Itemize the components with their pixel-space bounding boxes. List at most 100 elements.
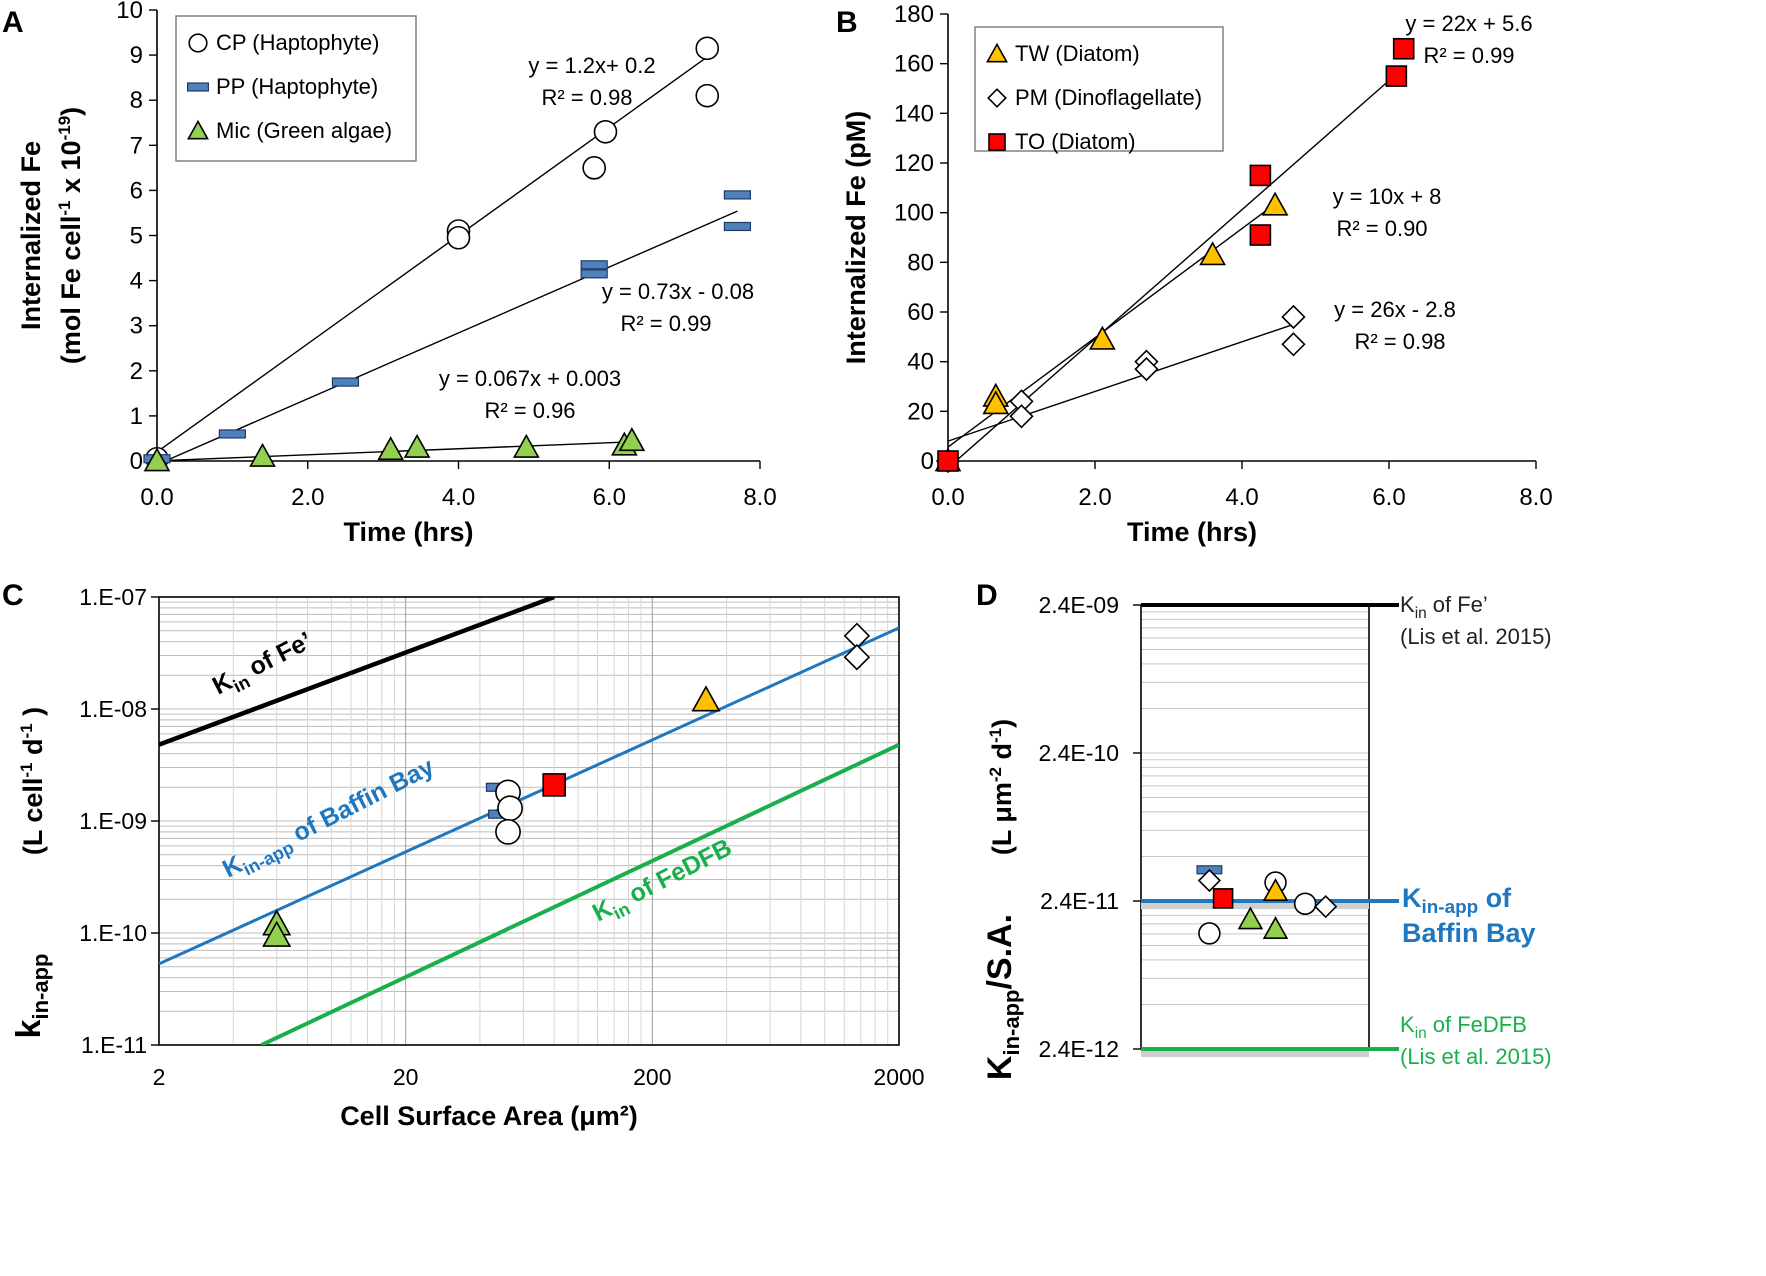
data-point <box>593 119 618 144</box>
y-tick-label: 7 <box>130 132 143 159</box>
legend-marker <box>187 119 209 140</box>
data-point-shape <box>1134 356 1159 382</box>
data-point <box>618 427 646 452</box>
y-tick-label: 40 <box>907 349 934 376</box>
data-point-shape <box>1199 241 1226 266</box>
data-point-shape <box>143 447 171 472</box>
data-point <box>1249 224 1272 246</box>
data-point-shape <box>1281 304 1306 330</box>
trend-r2: R² = 0.96 <box>484 398 575 423</box>
data-point-shape <box>1198 922 1221 945</box>
x-tick-label: 4.0 <box>1225 484 1258 511</box>
data-point-shape <box>982 390 1010 415</box>
data-point-shape <box>1237 906 1264 930</box>
legend-marker <box>986 42 1008 63</box>
data-point <box>512 433 540 458</box>
data-point-shape <box>1009 404 1034 429</box>
data-point-shape <box>446 225 471 250</box>
y-tick-label: 80 <box>907 249 934 276</box>
data-point <box>695 83 720 108</box>
y-tick-label: 9 <box>130 42 143 69</box>
y-tick-label: 160 <box>894 51 934 78</box>
y-tick-label: 180 <box>894 1 934 28</box>
trendline-1 <box>947 323 1294 442</box>
y-tick-label: 2.4E-11 <box>1040 888 1119 914</box>
y-tick-label: 0 <box>130 448 143 475</box>
data-point-shape <box>512 433 540 458</box>
x-axis-title: Time (hrs) <box>1127 517 1257 547</box>
trend-r2: R² = 0.98 <box>541 85 632 110</box>
data-point-shape <box>495 818 521 845</box>
data-point-shape <box>937 450 959 472</box>
line-label-second: (Lis et al. 2015) <box>1400 1044 1552 1069</box>
x-tick-label: 2000 <box>873 1064 924 1090</box>
y-tick-label: 2.4E-10 <box>1038 740 1119 766</box>
x-tick-label: 4.0 <box>442 484 475 511</box>
data-point-shape <box>1212 888 1234 909</box>
x-tick-label: 8.0 <box>1519 484 1552 511</box>
line-shadow <box>1141 1049 1369 1057</box>
trendline-1 <box>156 210 738 466</box>
y-tick-label: 1.E-09 <box>79 808 147 834</box>
data-point-shape <box>1249 224 1272 246</box>
y-tick-label: 10 <box>116 0 143 24</box>
legend-marker-shape <box>187 119 209 140</box>
data-point <box>580 269 608 279</box>
y-axis-title: Kin-app/S.A. <box>981 914 1024 1080</box>
data-point <box>1212 888 1234 909</box>
y-tick-label: 100 <box>894 200 934 227</box>
y-tick-label: 4 <box>130 268 143 295</box>
x-tick-label: 8.0 <box>743 484 776 511</box>
y-tick-label: 1.E-08 <box>79 696 147 722</box>
data-point <box>1314 895 1338 919</box>
data-point <box>1009 404 1034 429</box>
y-tick-label: 120 <box>894 150 934 177</box>
x-tick-label: 0.0 <box>931 484 964 511</box>
data-point <box>723 190 751 200</box>
line-shadow <box>1141 901 1369 909</box>
y-tick-label: 0 <box>921 448 934 475</box>
x-tick-label: 0.0 <box>140 484 173 511</box>
x-axis-title: Time (hrs) <box>343 517 473 547</box>
legend-label: PP (Haptophyte) <box>216 74 378 99</box>
reference-line <box>159 626 899 966</box>
data-point <box>218 429 246 439</box>
data-point <box>1237 906 1264 930</box>
legend-marker-shape <box>986 42 1008 63</box>
data-point <box>695 36 720 61</box>
data-point <box>723 221 751 232</box>
data-point <box>1262 878 1289 902</box>
data-point <box>982 390 1010 415</box>
plot-frame <box>1140 604 1370 1050</box>
reference-line <box>159 597 555 747</box>
data-point <box>331 377 360 387</box>
trend-equation: y = 10x + 8 <box>1333 184 1442 209</box>
data-point <box>582 156 606 180</box>
data-point <box>691 685 721 712</box>
x-axis-title: Cell Surface Area (μm²) <box>340 1101 638 1131</box>
line-label: Kin-app of Baffin Bay <box>218 752 441 887</box>
panel-A: 0 1 2 3 4 5 6 7 8 9 10 0.0 2.0 4.0 6.0 8.0 Time (hrs) A In… <box>2 0 777 547</box>
y-tick-label: 1.E-07 <box>79 584 147 610</box>
data-point-shape <box>695 36 720 61</box>
data-point-shape <box>695 83 720 108</box>
y-tick-label: 60 <box>907 299 934 326</box>
data-point <box>1249 164 1272 187</box>
trend-r2: R² = 0.99 <box>620 311 711 336</box>
data-point-shape <box>403 433 431 458</box>
data-point <box>1262 916 1289 940</box>
data-point-shape <box>1262 878 1289 902</box>
panel-B: 0 20 40 60 80 100 120 140 160 180 0.0 2.0 4.0 6.0 8.0 T… <box>836 1 1553 547</box>
legend-marker <box>187 82 210 92</box>
y-tick-label: 5 <box>130 223 143 250</box>
line-label: Kin of FeDFB <box>1400 1012 1527 1042</box>
x-tick-label: 2.0 <box>291 484 324 511</box>
x-tick-label: 200 <box>633 1064 671 1090</box>
data-point <box>403 433 431 458</box>
data-point-shape <box>580 260 608 270</box>
panel-label: B <box>836 6 858 39</box>
x-tick-label: 2 <box>153 1064 166 1090</box>
data-point <box>1385 65 1408 87</box>
data-point <box>937 450 959 472</box>
